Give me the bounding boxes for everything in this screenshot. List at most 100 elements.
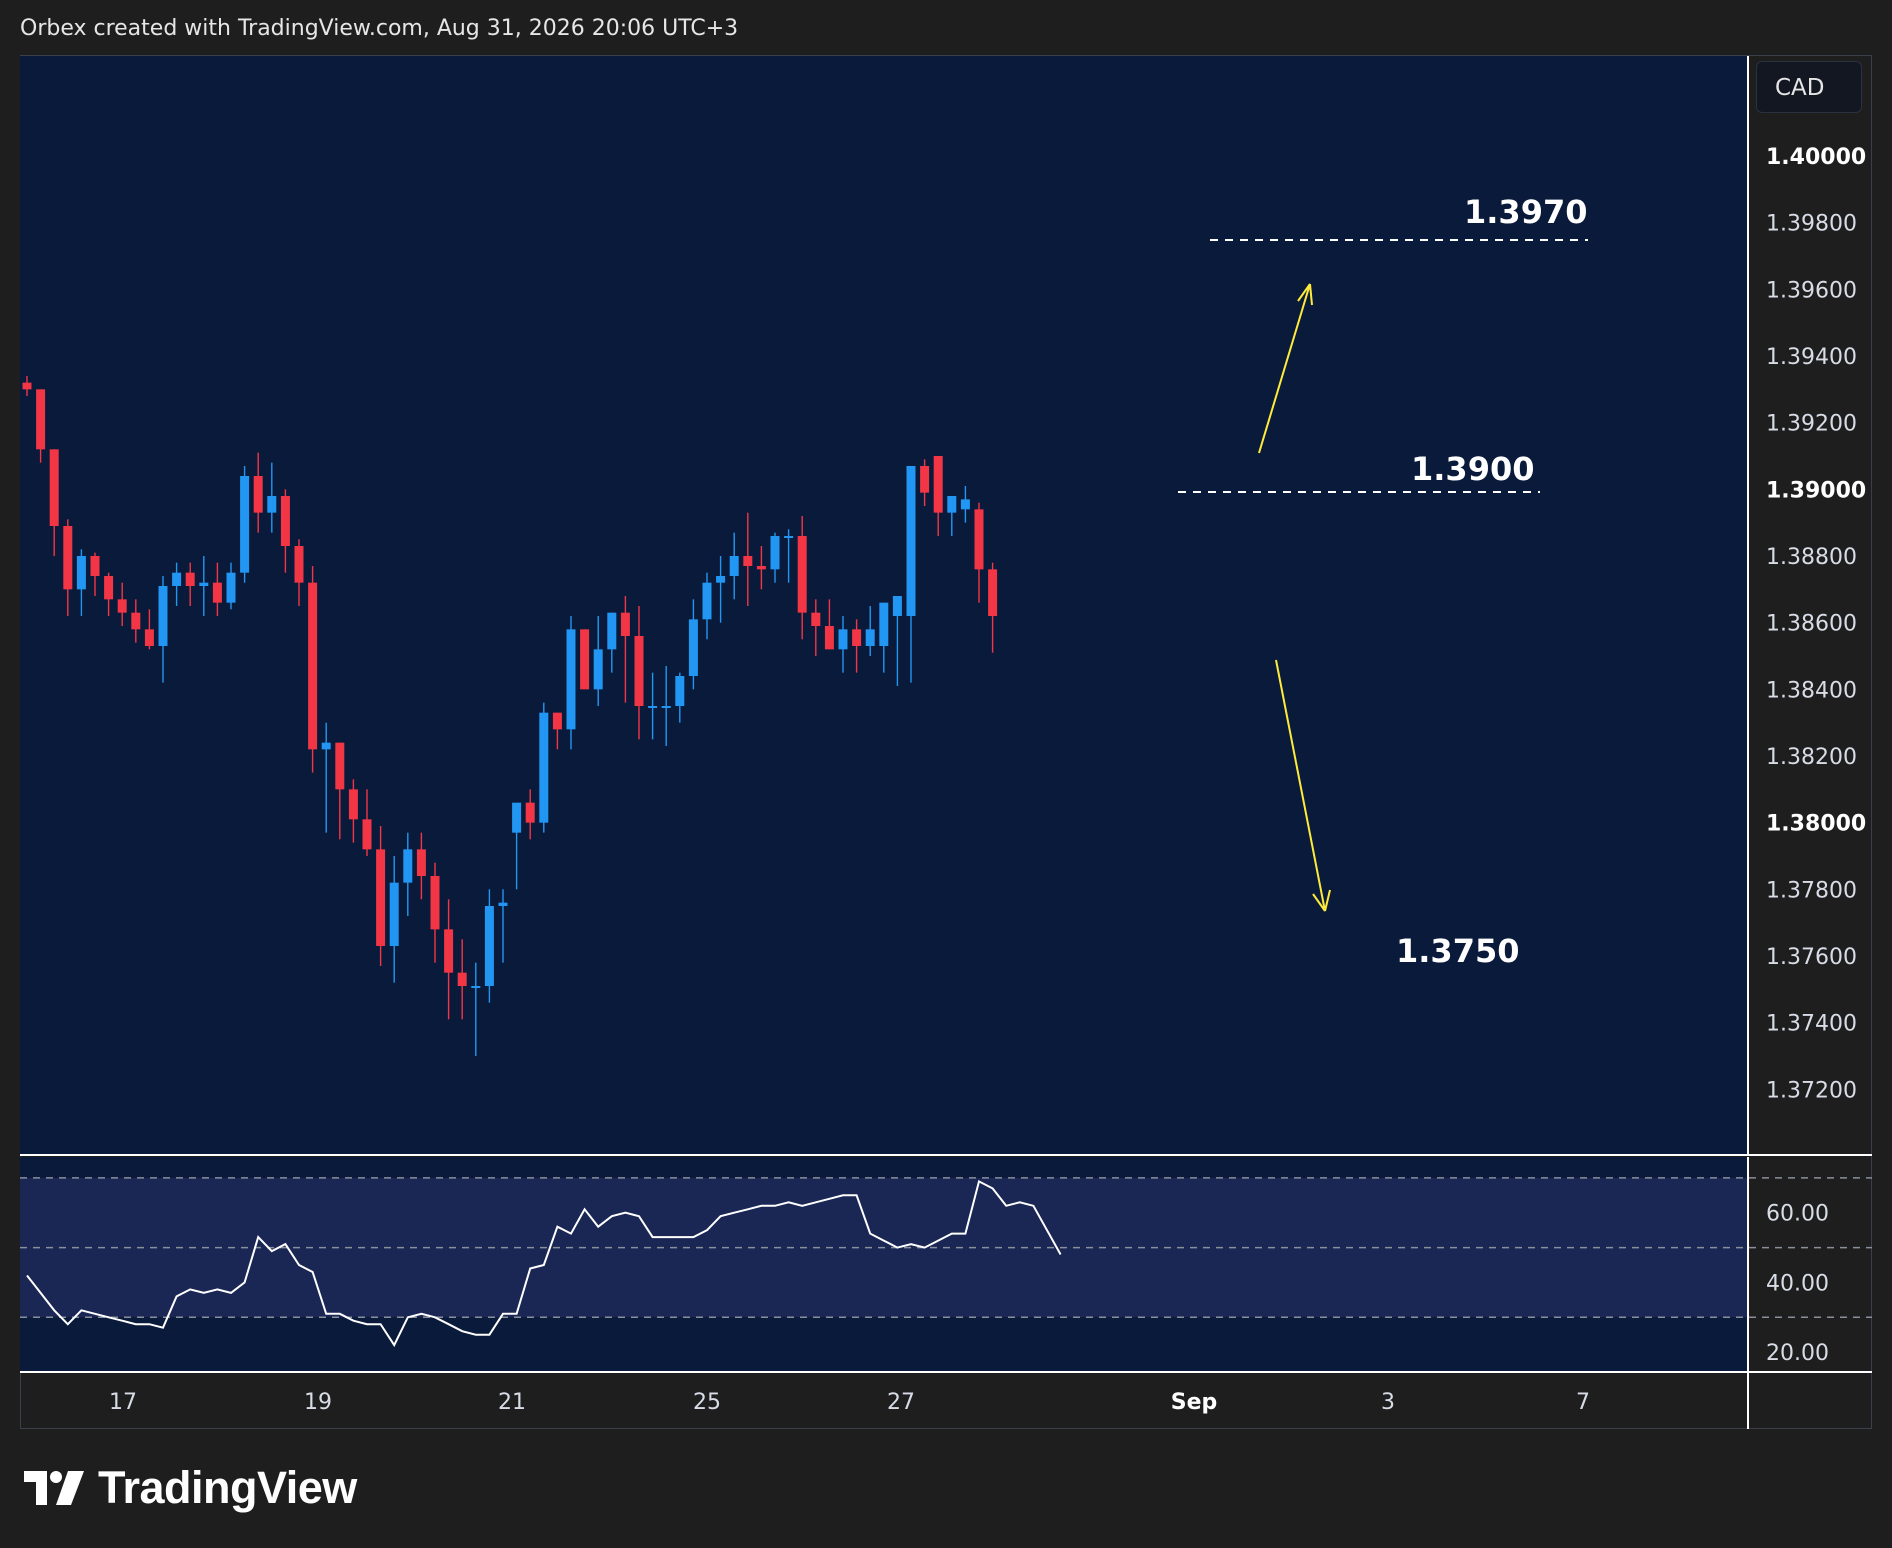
candle-body [22, 382, 32, 390]
candle [716, 556, 726, 623]
candle [852, 619, 862, 673]
candle-body [784, 536, 794, 538]
time-tick-label: Sep [1171, 1390, 1218, 1415]
candle [321, 722, 331, 833]
candle [702, 572, 712, 640]
candle [797, 516, 807, 640]
candle-body [960, 499, 970, 510]
candle [335, 742, 345, 840]
candle [90, 552, 100, 596]
candle-body [185, 572, 195, 586]
candle [63, 519, 73, 616]
candle-body [933, 456, 943, 513]
candle [131, 599, 141, 643]
rsi-tick-label: 20.00 [1766, 1341, 1829, 1366]
tradingview-logo[interactable]: TradingView [24, 1462, 357, 1514]
candle [811, 599, 821, 656]
price-tick-label: 1.37600 [1766, 945, 1857, 970]
candle-body [879, 602, 889, 646]
rsi-chart[interactable]: 60.00 40.00 20.00 [20, 1157, 1872, 1373]
candle [770, 532, 780, 583]
candle-body [539, 712, 549, 823]
candle-body [348, 789, 358, 820]
currency-badge[interactable]: CAD [1756, 61, 1862, 113]
price-tick-label: 1.38200 [1766, 745, 1857, 770]
price-tick-label: 1.39600 [1766, 278, 1857, 303]
candle [444, 899, 454, 1020]
candle [879, 602, 889, 673]
candle [607, 612, 617, 673]
candle [416, 832, 426, 900]
candle-body [580, 629, 590, 690]
price-chart[interactable]: 1.40000 1.39800 1.39600 1.39400 1.39200 1.390… [20, 56, 1872, 1156]
candle-body [607, 612, 617, 650]
candle [634, 606, 644, 740]
candle-body [63, 526, 73, 590]
candle [593, 616, 603, 706]
chart-header: Orbex created with TradingView.com, Aug … [20, 16, 739, 41]
level-label-high: 1.3970 [1464, 193, 1587, 231]
candle [376, 826, 386, 966]
candle-body [852, 629, 862, 646]
candle-body [117, 599, 127, 613]
tradingview-logo-icon [24, 1471, 84, 1505]
candle-body [661, 706, 671, 708]
candle [267, 462, 277, 533]
candle-body [321, 742, 331, 750]
candle-body [104, 576, 114, 600]
candle-body [253, 476, 263, 513]
candle [498, 889, 508, 963]
candle-body [240, 476, 250, 573]
price-tick-label: 1.37800 [1766, 878, 1857, 903]
candle-body [716, 576, 726, 583]
candle-body [593, 649, 603, 690]
candle [838, 616, 848, 673]
candle [960, 486, 970, 523]
candle-body [620, 612, 630, 636]
candle-body [729, 556, 739, 576]
candle-body [634, 636, 644, 706]
candle-body [566, 629, 576, 730]
candle [974, 502, 984, 603]
price-tick-label: 1.40000 [1766, 145, 1866, 170]
candle [688, 599, 698, 690]
candle [566, 616, 576, 750]
candle [348, 779, 358, 843]
candle-body [770, 536, 780, 570]
candle-body [212, 582, 222, 603]
candle [76, 549, 86, 616]
candle-body [525, 802, 535, 823]
candle-body [906, 466, 916, 616]
candle-body [294, 546, 304, 583]
candle-body [974, 509, 984, 570]
price-tick-label: 1.38800 [1766, 545, 1857, 570]
candle-body [811, 612, 821, 626]
arrow-up [1258, 283, 1313, 454]
candle [675, 672, 685, 723]
candle-body [36, 389, 46, 450]
candle [784, 529, 794, 583]
time-tick-label: 27 [887, 1390, 915, 1415]
candle-body [824, 626, 834, 650]
level-label-low: 1.3750 [1396, 932, 1519, 970]
candle [49, 449, 59, 556]
candle-body [389, 882, 399, 946]
candle [240, 466, 250, 583]
candle [36, 389, 46, 463]
candle [525, 789, 535, 840]
rsi-tick-label: 40.00 [1766, 1271, 1829, 1296]
candle-body [376, 849, 386, 946]
candle [933, 456, 943, 536]
time-tick-label: 7 [1576, 1390, 1590, 1415]
candle-body [335, 742, 345, 790]
price-tick-label: 1.38000 [1766, 812, 1866, 837]
candle-body [158, 586, 168, 646]
candle-body [267, 496, 277, 513]
rsi-tick-label: 60.00 [1766, 1202, 1829, 1227]
price-tick-label: 1.39800 [1766, 212, 1857, 237]
candle [403, 832, 413, 916]
time-tick-label: 21 [498, 1390, 526, 1415]
candle-body [648, 706, 658, 708]
candle-body [90, 556, 100, 576]
candle-body [430, 876, 440, 930]
